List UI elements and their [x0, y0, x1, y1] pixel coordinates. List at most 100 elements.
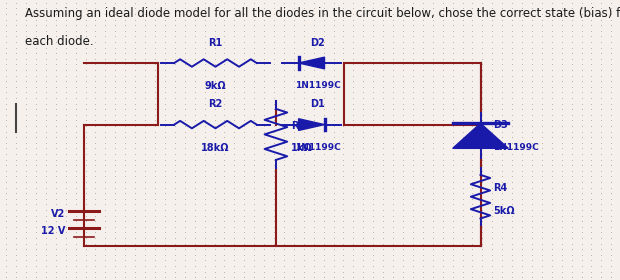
Point: [438, 230, 448, 235]
Point: [160, 191, 170, 195]
Point: [428, 1, 438, 5]
Point: [606, 264, 616, 268]
Point: [190, 101, 200, 106]
Point: [120, 6, 130, 11]
Point: [537, 12, 547, 16]
Point: [289, 236, 299, 240]
Point: [398, 197, 408, 201]
Point: [517, 6, 527, 11]
Point: [249, 174, 259, 179]
Point: [160, 135, 170, 139]
Point: [200, 174, 210, 179]
Point: [1, 253, 11, 257]
Point: [170, 124, 180, 128]
Point: [51, 264, 61, 268]
Point: [170, 57, 180, 61]
Point: [567, 241, 577, 246]
Point: [368, 269, 378, 274]
Point: [279, 152, 289, 156]
Point: [120, 57, 130, 61]
Point: [1, 17, 11, 22]
Point: [170, 275, 180, 279]
Point: [71, 12, 81, 16]
Point: [130, 73, 140, 78]
Point: [458, 185, 467, 190]
Point: [567, 146, 577, 151]
Point: [160, 236, 170, 240]
Point: [497, 34, 507, 39]
Point: [378, 253, 388, 257]
Point: [477, 185, 487, 190]
Point: [61, 135, 71, 139]
Point: [279, 29, 289, 33]
Point: [368, 90, 378, 95]
Point: [388, 1, 398, 5]
Point: [219, 236, 229, 240]
Point: [458, 62, 467, 67]
Point: [190, 17, 200, 22]
Point: [299, 23, 309, 27]
Point: [31, 79, 41, 83]
Point: [487, 146, 497, 151]
Point: [596, 225, 606, 229]
Point: [527, 185, 537, 190]
Point: [259, 146, 269, 151]
Point: [438, 247, 448, 251]
Point: [160, 197, 170, 201]
Point: [21, 269, 31, 274]
Point: [71, 275, 81, 279]
Point: [319, 17, 329, 22]
Point: [120, 185, 130, 190]
Point: [527, 191, 537, 195]
Point: [210, 174, 219, 179]
Point: [448, 1, 458, 5]
Point: [219, 62, 229, 67]
Point: [517, 85, 527, 89]
Point: [428, 152, 438, 156]
Point: [368, 6, 378, 11]
Point: [81, 191, 91, 195]
Point: [339, 85, 348, 89]
Point: [537, 96, 547, 100]
Point: [239, 129, 249, 134]
Point: [458, 174, 467, 179]
Point: [269, 197, 279, 201]
Point: [428, 269, 438, 274]
Point: [249, 129, 259, 134]
Point: [21, 107, 31, 111]
Point: [269, 85, 279, 89]
Point: [130, 79, 140, 83]
Point: [368, 258, 378, 263]
Point: [596, 107, 606, 111]
Point: [259, 180, 269, 184]
Point: [408, 23, 418, 27]
Point: [279, 163, 289, 167]
Point: [557, 180, 567, 184]
Point: [21, 169, 31, 173]
Point: [269, 57, 279, 61]
Point: [229, 118, 239, 123]
Point: [110, 17, 120, 22]
Point: [428, 73, 438, 78]
Point: [299, 118, 309, 123]
Point: [368, 34, 378, 39]
Point: [497, 79, 507, 83]
Point: [229, 146, 239, 151]
Point: [309, 258, 319, 263]
Point: [547, 197, 557, 201]
Point: [398, 152, 408, 156]
Point: [388, 73, 398, 78]
Point: [160, 118, 170, 123]
Point: [269, 180, 279, 184]
Point: [527, 253, 537, 257]
Point: [428, 101, 438, 106]
Point: [557, 23, 567, 27]
Point: [150, 107, 160, 111]
Point: [467, 1, 477, 5]
Point: [378, 157, 388, 162]
Point: [596, 57, 606, 61]
Point: [537, 118, 547, 123]
Point: [358, 101, 368, 106]
Point: [517, 236, 527, 240]
Point: [329, 180, 339, 184]
